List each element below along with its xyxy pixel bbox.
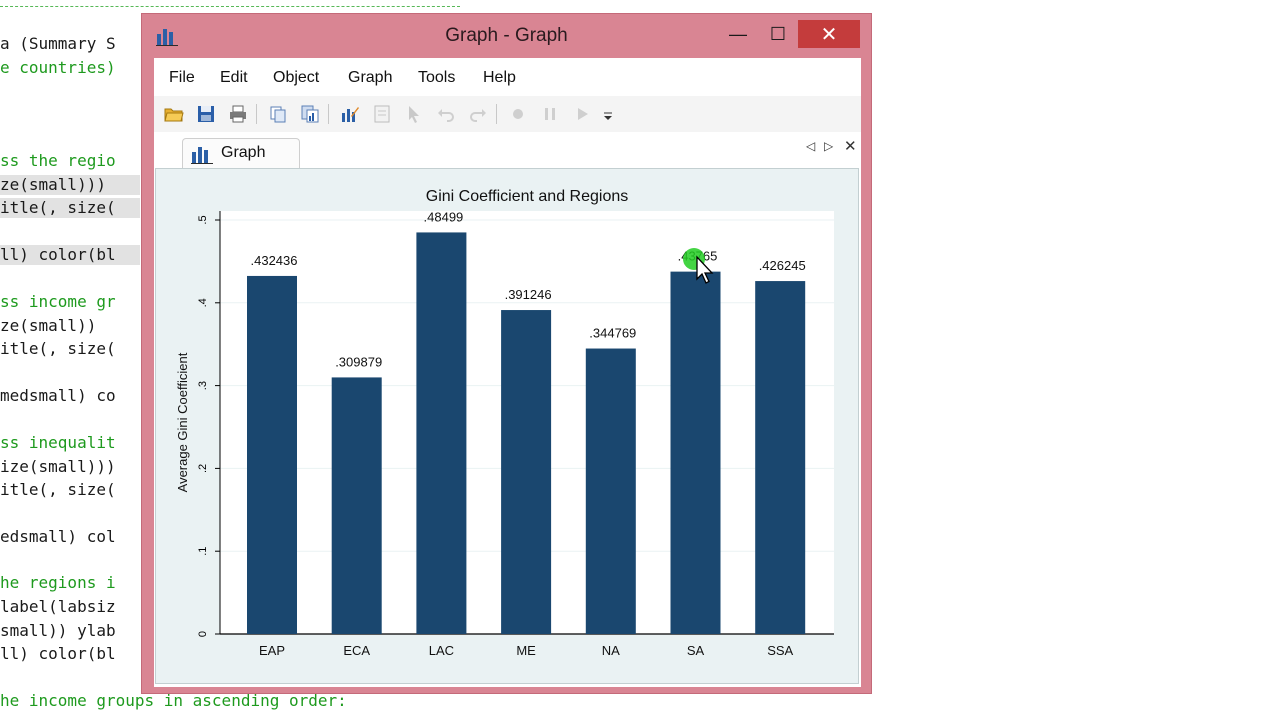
menu-object[interactable]: Object: [273, 69, 320, 86]
close-button[interactable]: ✕: [798, 20, 860, 48]
bar-me: [501, 310, 552, 634]
editor-code-line: ll) color(bl: [0, 644, 116, 663]
editor-code-line: he regions i: [0, 573, 116, 592]
y-axis-title: Average Gini Coefficient: [175, 352, 190, 492]
pointer-icon: [409, 106, 419, 123]
bar-value-label: .309879: [335, 354, 382, 369]
y-tick-label: .3: [197, 381, 209, 390]
editor-code-line: edsmall) col: [0, 527, 116, 546]
undo-icon: [438, 109, 454, 122]
chart-title: Gini Coefficient and Regions: [426, 188, 629, 205]
toolbar-overflow-icon[interactable]: [598, 104, 618, 124]
maximize-button[interactable]: ☐: [769, 23, 787, 44]
save-icon[interactable]: [196, 104, 216, 124]
toolbar-separator: [496, 104, 497, 124]
x-tick-label: LAC: [429, 643, 454, 658]
play-icon: [578, 108, 588, 120]
menu-help[interactable]: Help: [483, 69, 516, 86]
tab-graph[interactable]: Graph: [182, 138, 300, 168]
tab-prev-icon[interactable]: ◁: [806, 139, 816, 153]
menu-tools[interactable]: Tools: [418, 69, 456, 86]
graph-app-icon: [156, 29, 178, 46]
editor-code-line: itle(, size(: [0, 339, 116, 358]
window-title: Graph - Graph: [445, 25, 568, 46]
y-tick-label: .2: [197, 464, 209, 473]
editor-code-line: ize(small))): [0, 457, 116, 476]
y-tick-label: .1: [197, 547, 209, 556]
editor-code-line: ll) color(bl: [0, 245, 140, 265]
x-tick-label: ECA: [343, 643, 370, 658]
bar-ssa: [755, 281, 806, 634]
editor-code-line: ss the regio: [0, 151, 116, 170]
copy-graph-icon[interactable]: [300, 104, 320, 124]
editor-code-line: medsmall) co: [0, 386, 116, 405]
editor-code-line: e countries): [0, 58, 116, 77]
editor-code-line: itle(, size(: [0, 480, 116, 499]
x-tick-label: NA: [602, 643, 620, 658]
editor-code-line: he income groups in ascending order:: [0, 691, 347, 710]
x-tick-label: EAP: [259, 643, 285, 658]
redo-icon: [470, 109, 486, 122]
toolbar-separator: [328, 104, 329, 124]
record-icon: [513, 109, 523, 119]
tab-graph-label: Graph: [221, 144, 266, 161]
bar-chart: 0 .1 .2 .3 .4 .5 .432436 EAP .309879 ECA .48499 LAC…: [175, 188, 834, 658]
pause-icon: [545, 108, 555, 120]
menu-bar: File Edit Object Graph Tools Help: [154, 58, 861, 96]
copy-icon[interactable]: [268, 104, 288, 124]
bar-eap: [247, 275, 297, 634]
editor-code-line: ze(small))): [0, 175, 140, 195]
x-tick-label: SA: [687, 643, 705, 658]
x-tick-label: SSA: [767, 643, 793, 658]
bar-sa: [670, 271, 721, 634]
tab-close-icon[interactable]: ✕: [844, 138, 857, 155]
bar-na: [585, 348, 636, 634]
bar-value-label: .391246: [505, 287, 552, 302]
y-tick-label: 0: [197, 631, 209, 637]
y-tick-label: .4: [197, 298, 209, 307]
graph-tab-icon: [191, 147, 213, 164]
editor-code-line: label(labsiz: [0, 597, 116, 616]
print-icon[interactable]: [228, 104, 248, 124]
graph-editor-icon[interactable]: [340, 104, 360, 124]
bar-lac: [416, 232, 467, 634]
bar-eca: [331, 377, 382, 634]
y-tick-label: .5: [197, 215, 209, 224]
tab-strip: Graph ◁ ▷ ✕: [154, 132, 861, 168]
graph-area[interactable]: 0 .1 .2 .3 .4 .5 .432436 EAP .309879 ECA .48499 LAC…: [155, 168, 859, 684]
bar-value-label: .426245: [759, 258, 806, 273]
properties-icon: [374, 105, 390, 123]
editor-code-line: a (Summary S: [0, 34, 116, 53]
minimize-button[interactable]: —: [729, 23, 747, 44]
mouse-cursor-icon: [683, 248, 714, 284]
open-folder-icon[interactable]: [164, 104, 184, 124]
menu-file[interactable]: File: [169, 69, 195, 86]
editor-code-line: itle(, size(: [0, 198, 140, 218]
bar-value-label: .432436: [251, 253, 298, 268]
editor-top-divider: [0, 0, 460, 7]
tab-next-icon[interactable]: ▷: [824, 139, 834, 153]
editor-code-line: ss inequalit: [0, 433, 116, 452]
bar-value-label: .344769: [589, 326, 636, 341]
menu-edit[interactable]: Edit: [220, 69, 248, 86]
graph-window-client: File Edit Object Graph Tools Help: [154, 58, 861, 687]
editor-code-line: ss income gr: [0, 292, 116, 311]
title-bar[interactable]: Graph - Graph — ☐ ✕: [142, 14, 871, 58]
bar-value-label: .48499: [424, 209, 464, 224]
editor-code-line: ze(small)): [0, 316, 97, 335]
editor-code-line: small)) ylab: [0, 621, 116, 640]
x-tick-label: ME: [516, 643, 536, 658]
menu-graph[interactable]: Graph: [348, 69, 393, 86]
toolbar: [154, 96, 861, 132]
toolbar-separator: [256, 104, 257, 124]
graph-window[interactable]: Graph - Graph — ☐ ✕ File Edit Object Gra…: [141, 13, 872, 694]
